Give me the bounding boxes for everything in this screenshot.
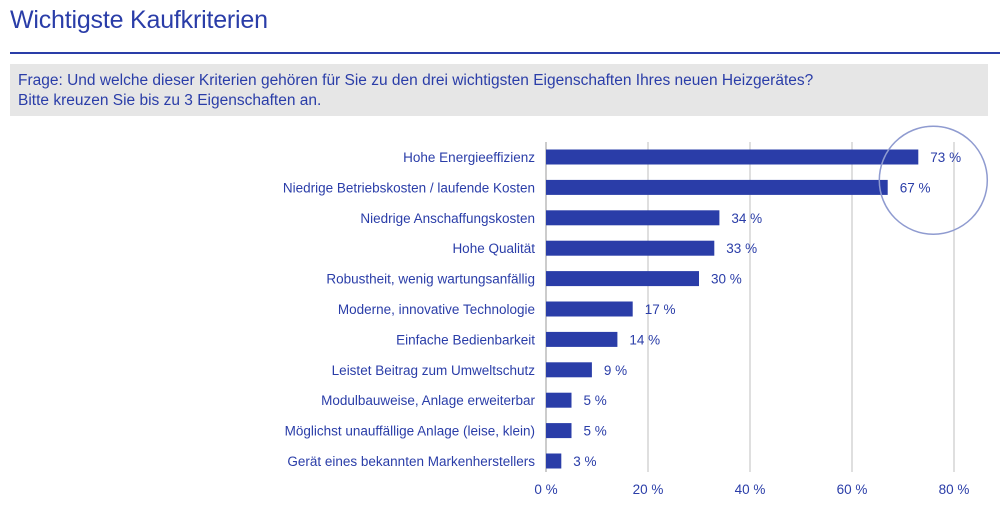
category-label: Leistet Beitrag zum Umweltschutz <box>332 363 536 378</box>
x-tick-label: 20 % <box>633 482 664 497</box>
category-label: Niedrige Betriebskosten / laufende Koste… <box>283 180 535 195</box>
bar <box>546 453 562 469</box>
category-labels: Hohe Energieeffizienz Niedrige Betriebsko… <box>283 150 536 469</box>
value-label: 33 % <box>726 241 757 256</box>
category-label: Hohe Energieeffizienz <box>403 150 535 165</box>
category-label: Niedrige Anschaffungskosten <box>360 211 535 226</box>
x-tick-label: 60 % <box>837 482 868 497</box>
value-label: 5 % <box>584 424 607 439</box>
category-label: Robustheit, wenig wartungsanfällig <box>326 272 535 287</box>
x-tick-label: 80 % <box>939 482 970 497</box>
question-line-1: Frage: Und welche dieser Kriterien gehör… <box>18 72 814 89</box>
value-label: 9 % <box>604 363 627 378</box>
bar <box>546 271 699 287</box>
bar <box>546 362 592 378</box>
x-tick-label: 40 % <box>735 482 766 497</box>
value-label: 3 % <box>573 454 596 469</box>
category-label: Möglichst unauffällige Anlage (leise, kl… <box>285 424 535 439</box>
bar <box>546 392 572 408</box>
category-label: Modulbauweise, Anlage erweiterbar <box>321 393 535 408</box>
bar <box>546 179 888 195</box>
bar <box>546 240 715 256</box>
category-label: Hohe Qualität <box>452 241 535 256</box>
value-label: 17 % <box>645 302 676 317</box>
category-label: Moderne, innovative Technologie <box>338 302 535 317</box>
page-title: Wichtigste Kaufkriterien <box>10 6 268 34</box>
bar <box>546 149 919 165</box>
value-label: 14 % <box>629 332 660 347</box>
category-label: Gerät eines bekannten Markenherstellers <box>287 454 535 469</box>
bar <box>546 331 618 347</box>
highlight-layer <box>878 125 989 235</box>
bar <box>546 423 572 439</box>
title-divider <box>10 52 1000 54</box>
value-label: 5 % <box>584 393 607 408</box>
value-labels: 73 % 67 % 34 % 33 % 30 % 17 % 14 % 9 % 5 % 5 % 3 % <box>573 150 961 469</box>
x-axis-ticks: 0 % 20 % 40 % 60 % 80 % <box>534 482 969 497</box>
x-tick-label: 0 % <box>534 482 557 497</box>
question-line-2: Bitte kreuzen Sie bis zu 3 Eigenschaften… <box>18 92 322 109</box>
value-label: 34 % <box>731 211 762 226</box>
bars <box>546 149 919 469</box>
value-label: 67 % <box>900 180 931 195</box>
category-label: Einfache Bedienbarkeit <box>396 332 535 347</box>
question-box: Frage: Und welche dieser Kriterien gehör… <box>10 64 988 116</box>
value-label: 30 % <box>711 272 742 287</box>
highlight-circle <box>878 125 989 235</box>
bar <box>546 301 633 317</box>
value-label: 73 % <box>930 150 961 165</box>
bar <box>546 210 720 226</box>
